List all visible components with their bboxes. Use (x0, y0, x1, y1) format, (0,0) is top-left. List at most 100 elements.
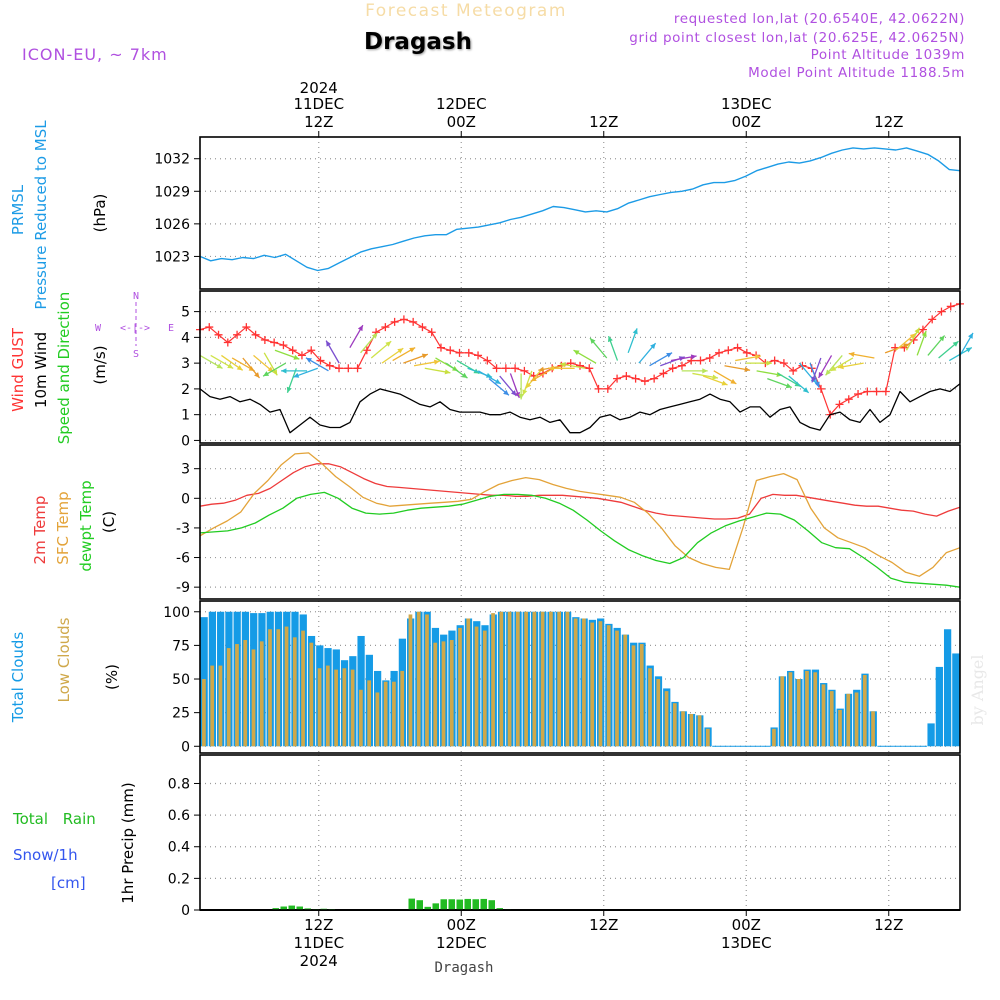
wind-arrow-head (385, 341, 392, 347)
wind-gust-marker (427, 328, 436, 337)
top-axis-hour: 00Z (447, 113, 476, 131)
wind-gust-marker (390, 317, 399, 326)
low-cloud-bar (268, 629, 272, 747)
model-label: ICON-EU, ~ 7km (22, 45, 168, 64)
low-cloud-bar (482, 630, 487, 747)
wind-gust-marker (854, 390, 863, 399)
wind-gust-marker (687, 356, 696, 365)
rain-bar (480, 898, 487, 910)
wind-gust-marker (520, 366, 529, 375)
low-cloud-bar (615, 630, 619, 747)
rain-bar (280, 906, 287, 910)
wind-arrow-head (216, 363, 223, 369)
low-cloud-bar (871, 711, 875, 747)
bottom-axis-hour: 12Z (304, 916, 333, 934)
pressure-panel-frame (199, 136, 961, 290)
wind-arrow-head (848, 351, 855, 357)
wind-arrow-head (559, 362, 566, 368)
requested-coords: requested lon,lat (20.6540E, 42.0622N) (674, 11, 965, 27)
top-axis-date: 12DEC (436, 95, 487, 113)
wind-arrow-head (357, 325, 363, 332)
footer-location: Dragash (434, 960, 493, 976)
low-cloud-bar (400, 670, 405, 747)
temperature-panel-frame (199, 444, 961, 600)
temp-sfc-label: SFC Temp (54, 491, 72, 564)
compass-arrow: <-|-> (120, 323, 150, 334)
low-cloud-bar (334, 669, 338, 747)
wind-gust-marker (325, 361, 334, 370)
wind-gust-marker (446, 346, 455, 355)
wind-arrow-head (515, 391, 520, 398)
precip-panel-frame (199, 754, 961, 911)
precip-ytick-label: 0.8 (168, 776, 190, 792)
wind-gust-marker (705, 353, 714, 362)
low-cloud-bar (672, 703, 677, 747)
low-cloud-bar (532, 611, 537, 747)
bottom-axis-hour: 00Z (732, 916, 761, 934)
wind-gust-marker (937, 307, 946, 316)
rain-bar (288, 905, 295, 910)
wind-gust-marker (742, 348, 751, 357)
wind-arrow-head (785, 383, 792, 389)
pressure-ytick-label: 1029 (154, 184, 190, 200)
rain-bar (432, 903, 439, 910)
clouds-ytick-label: 25 (172, 706, 190, 722)
bottom-axis-date: 12DEC (436, 934, 487, 952)
wind-gust-marker (946, 302, 955, 311)
low-cloud-bar (309, 642, 314, 747)
low-cloud-bar (606, 625, 611, 747)
wind-gust-marker (381, 323, 390, 332)
wind-gust-marker (436, 343, 445, 352)
compass-south: S (133, 349, 139, 360)
wind-gust-marker (594, 384, 603, 393)
wind-arrow-head (518, 394, 524, 400)
bottom-axis-hour: 12Z (874, 916, 903, 934)
clouds-ytick-label: 50 (172, 672, 190, 688)
wind-gust-marker (659, 369, 668, 378)
wind-gust-marker (464, 348, 473, 357)
wind-ytick-label: 5 (181, 305, 190, 321)
snow-unit: [cm] (51, 874, 86, 892)
total-cloud-bar (927, 723, 935, 747)
wind-gust-marker (233, 330, 242, 339)
wind-gust-marker (335, 364, 344, 373)
wind-arrow-head (607, 336, 613, 343)
precip-ytick-label: 0.4 (168, 840, 190, 856)
pressure-ytick-label: 1032 (154, 152, 190, 168)
total-cloud-bar (935, 666, 943, 747)
wind-arrow-head (838, 364, 844, 370)
low-cloud-bar (648, 668, 652, 747)
precip-labels: Total Rain Snow/1h [cm] 1hr Precip (mm) (12, 782, 137, 903)
wind-arrow-head (254, 372, 260, 378)
temperature-labels: 2m Temp SFC Temp dewpt Temp (C) (31, 480, 118, 571)
low-cloud-bar (590, 622, 595, 747)
wind-gust-marker (668, 364, 677, 373)
wind-arrow-head (909, 333, 916, 340)
wind-arrow-head (802, 387, 809, 393)
wind-gust-marker (214, 330, 223, 339)
wind-10m-line (199, 383, 961, 434)
wind-gust-marker (205, 323, 214, 332)
header: Forecast Meteogram Dragash ICON-EU, ~ 7k… (22, 1, 965, 81)
temperature-panel-bg (200, 445, 960, 599)
top-axis-hour: 12Z (304, 113, 333, 131)
wind-arrow-head (305, 357, 312, 363)
wind-gust-marker (816, 384, 825, 393)
wind-gust-marker (696, 356, 705, 365)
low-cloud-bar (342, 668, 347, 747)
wind-arrow-head (530, 376, 537, 382)
total-cloud-bar (943, 629, 952, 747)
low-cloud-bar (813, 672, 818, 747)
clouds-ytick-label: 0 (181, 739, 190, 755)
wind-arrow-head (690, 354, 697, 360)
wind-arrow-head (702, 368, 708, 374)
wind-gust-marker (872, 387, 881, 396)
low-cloud-bar (557, 611, 561, 747)
wind-arrow-head (818, 371, 824, 378)
wind-gust-marker (881, 387, 890, 396)
wind-arrow-head (409, 347, 416, 353)
wind-gust-marker (474, 351, 483, 360)
wind-gust-marker (724, 346, 733, 355)
wind-gust-marker (251, 330, 260, 339)
